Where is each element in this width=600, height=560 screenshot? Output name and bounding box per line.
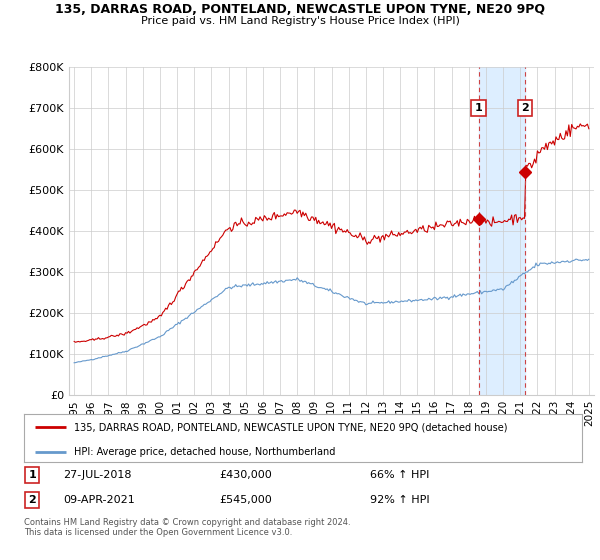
Text: Price paid vs. HM Land Registry's House Price Index (HPI): Price paid vs. HM Land Registry's House …	[140, 16, 460, 26]
Text: 2: 2	[28, 494, 36, 505]
Text: £430,000: £430,000	[220, 470, 272, 480]
Text: 1: 1	[28, 470, 36, 480]
Text: 09-APR-2021: 09-APR-2021	[63, 494, 135, 505]
Text: 1: 1	[475, 103, 482, 113]
Text: 135, DARRAS ROAD, PONTELAND, NEWCASTLE UPON TYNE, NE20 9PQ: 135, DARRAS ROAD, PONTELAND, NEWCASTLE U…	[55, 3, 545, 16]
Text: Contains HM Land Registry data © Crown copyright and database right 2024.
This d: Contains HM Land Registry data © Crown c…	[24, 518, 350, 538]
Text: 66% ↑ HPI: 66% ↑ HPI	[370, 470, 430, 480]
Text: 92% ↑ HPI: 92% ↑ HPI	[370, 494, 430, 505]
Text: £545,000: £545,000	[220, 494, 272, 505]
Text: 2: 2	[521, 103, 529, 113]
Bar	[479, 67, 525, 395]
Text: 135, DARRAS ROAD, PONTELAND, NEWCASTLE UPON TYNE, NE20 9PQ (detached house): 135, DARRAS ROAD, PONTELAND, NEWCASTLE U…	[74, 422, 508, 432]
Text: 27-JUL-2018: 27-JUL-2018	[63, 470, 131, 480]
Text: HPI: Average price, detached house, Northumberland: HPI: Average price, detached house, Nort…	[74, 446, 335, 456]
